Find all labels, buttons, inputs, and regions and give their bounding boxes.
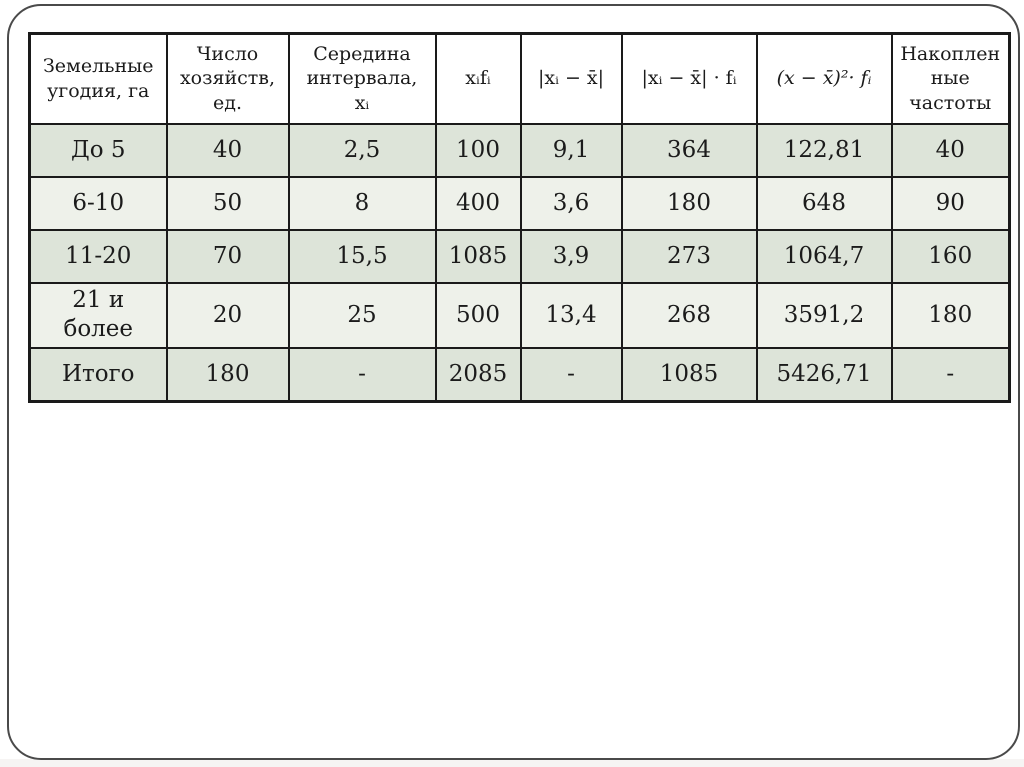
header-cell-abs-deviation-weighted: |xᵢ − x̄| · fᵢ bbox=[620, 32, 758, 125]
table-cell: 21 и более bbox=[28, 281, 168, 349]
header-cell-farm-count: Число хозяйств, ед. bbox=[165, 32, 290, 125]
table-cell: - bbox=[519, 346, 623, 403]
table-row: 21 и более 20 25 500 13,4 268 3591,2 180 bbox=[28, 281, 1011, 349]
table-cell: 8 bbox=[287, 175, 437, 231]
table-cell: 100 bbox=[434, 122, 522, 178]
table-cell: 400 bbox=[434, 175, 522, 231]
table-cell: 20 bbox=[165, 281, 290, 349]
table-cell: 648 bbox=[755, 175, 893, 231]
table-cell: 1085 bbox=[620, 346, 758, 403]
header-cell-squared-deviation-weighted: (x − x̄)²· fᵢ bbox=[755, 32, 893, 125]
table-cell: 90 bbox=[890, 175, 1011, 231]
table-row: 6-10 50 8 400 3,6 180 648 90 bbox=[28, 175, 1011, 231]
table-cell: 500 bbox=[434, 281, 522, 349]
table-cell: 122,81 bbox=[755, 122, 893, 178]
table-cell: 6-10 bbox=[28, 175, 168, 231]
header-cell-xi-fi: xᵢfᵢ bbox=[434, 32, 522, 125]
header-cell-interval-middle: Середина интервала, xᵢ bbox=[287, 32, 437, 125]
table-cell: 9,1 bbox=[519, 122, 623, 178]
table-cell: До 5 bbox=[28, 122, 168, 178]
table-cell: 273 bbox=[620, 228, 758, 284]
table-cell: 160 bbox=[890, 228, 1011, 284]
table-cell: 1064,7 bbox=[755, 228, 893, 284]
table-header-row: Земельные угодия, га Число хозяйств, ед.… bbox=[28, 32, 1011, 125]
table-cell: 3,9 bbox=[519, 228, 623, 284]
header-cell-land-area: Земельные угодия, га bbox=[28, 32, 168, 125]
table-cell: 364 bbox=[620, 122, 758, 178]
table-cell: Итого bbox=[28, 346, 168, 403]
table-row: До 5 40 2,5 100 9,1 364 122,81 40 bbox=[28, 122, 1011, 178]
table-cell: 40 bbox=[890, 122, 1011, 178]
table-cell: 25 bbox=[287, 281, 437, 349]
table-cell: 1085 bbox=[434, 228, 522, 284]
table-cell: 11-20 bbox=[28, 228, 168, 284]
table-cell: 2,5 bbox=[287, 122, 437, 178]
table-cell: 70 bbox=[165, 228, 290, 284]
table-cell: - bbox=[890, 346, 1011, 403]
table-cell: 180 bbox=[890, 281, 1011, 349]
table-cell: 3,6 bbox=[519, 175, 623, 231]
header-cell-abs-deviation: |xᵢ − x̄| bbox=[519, 32, 623, 125]
table-cell: 5426,71 bbox=[755, 346, 893, 403]
table-cell: 2085 bbox=[434, 346, 522, 403]
table-cell: 3591,2 bbox=[755, 281, 893, 349]
table-row-total: Итого 180 - 2085 - 1085 5426,71 - bbox=[28, 346, 1011, 403]
statistics-table: Земельные угодия, га Число хозяйств, ед.… bbox=[28, 32, 1011, 403]
table-cell: 15,5 bbox=[287, 228, 437, 284]
table-cell: 50 bbox=[165, 175, 290, 231]
header-cell-cumulative-frequencies: Накоплен ные частоты bbox=[890, 32, 1011, 125]
table-cell: 180 bbox=[620, 175, 758, 231]
table-cell: 268 bbox=[620, 281, 758, 349]
table-cell: - bbox=[287, 346, 437, 403]
table-cell: 180 bbox=[165, 346, 290, 403]
page-bottom-strip bbox=[0, 759, 1024, 767]
table-cell: 40 bbox=[165, 122, 290, 178]
table-cell: 13,4 bbox=[519, 281, 623, 349]
table-row: 11-20 70 15,5 1085 3,9 273 1064,7 160 bbox=[28, 228, 1011, 284]
